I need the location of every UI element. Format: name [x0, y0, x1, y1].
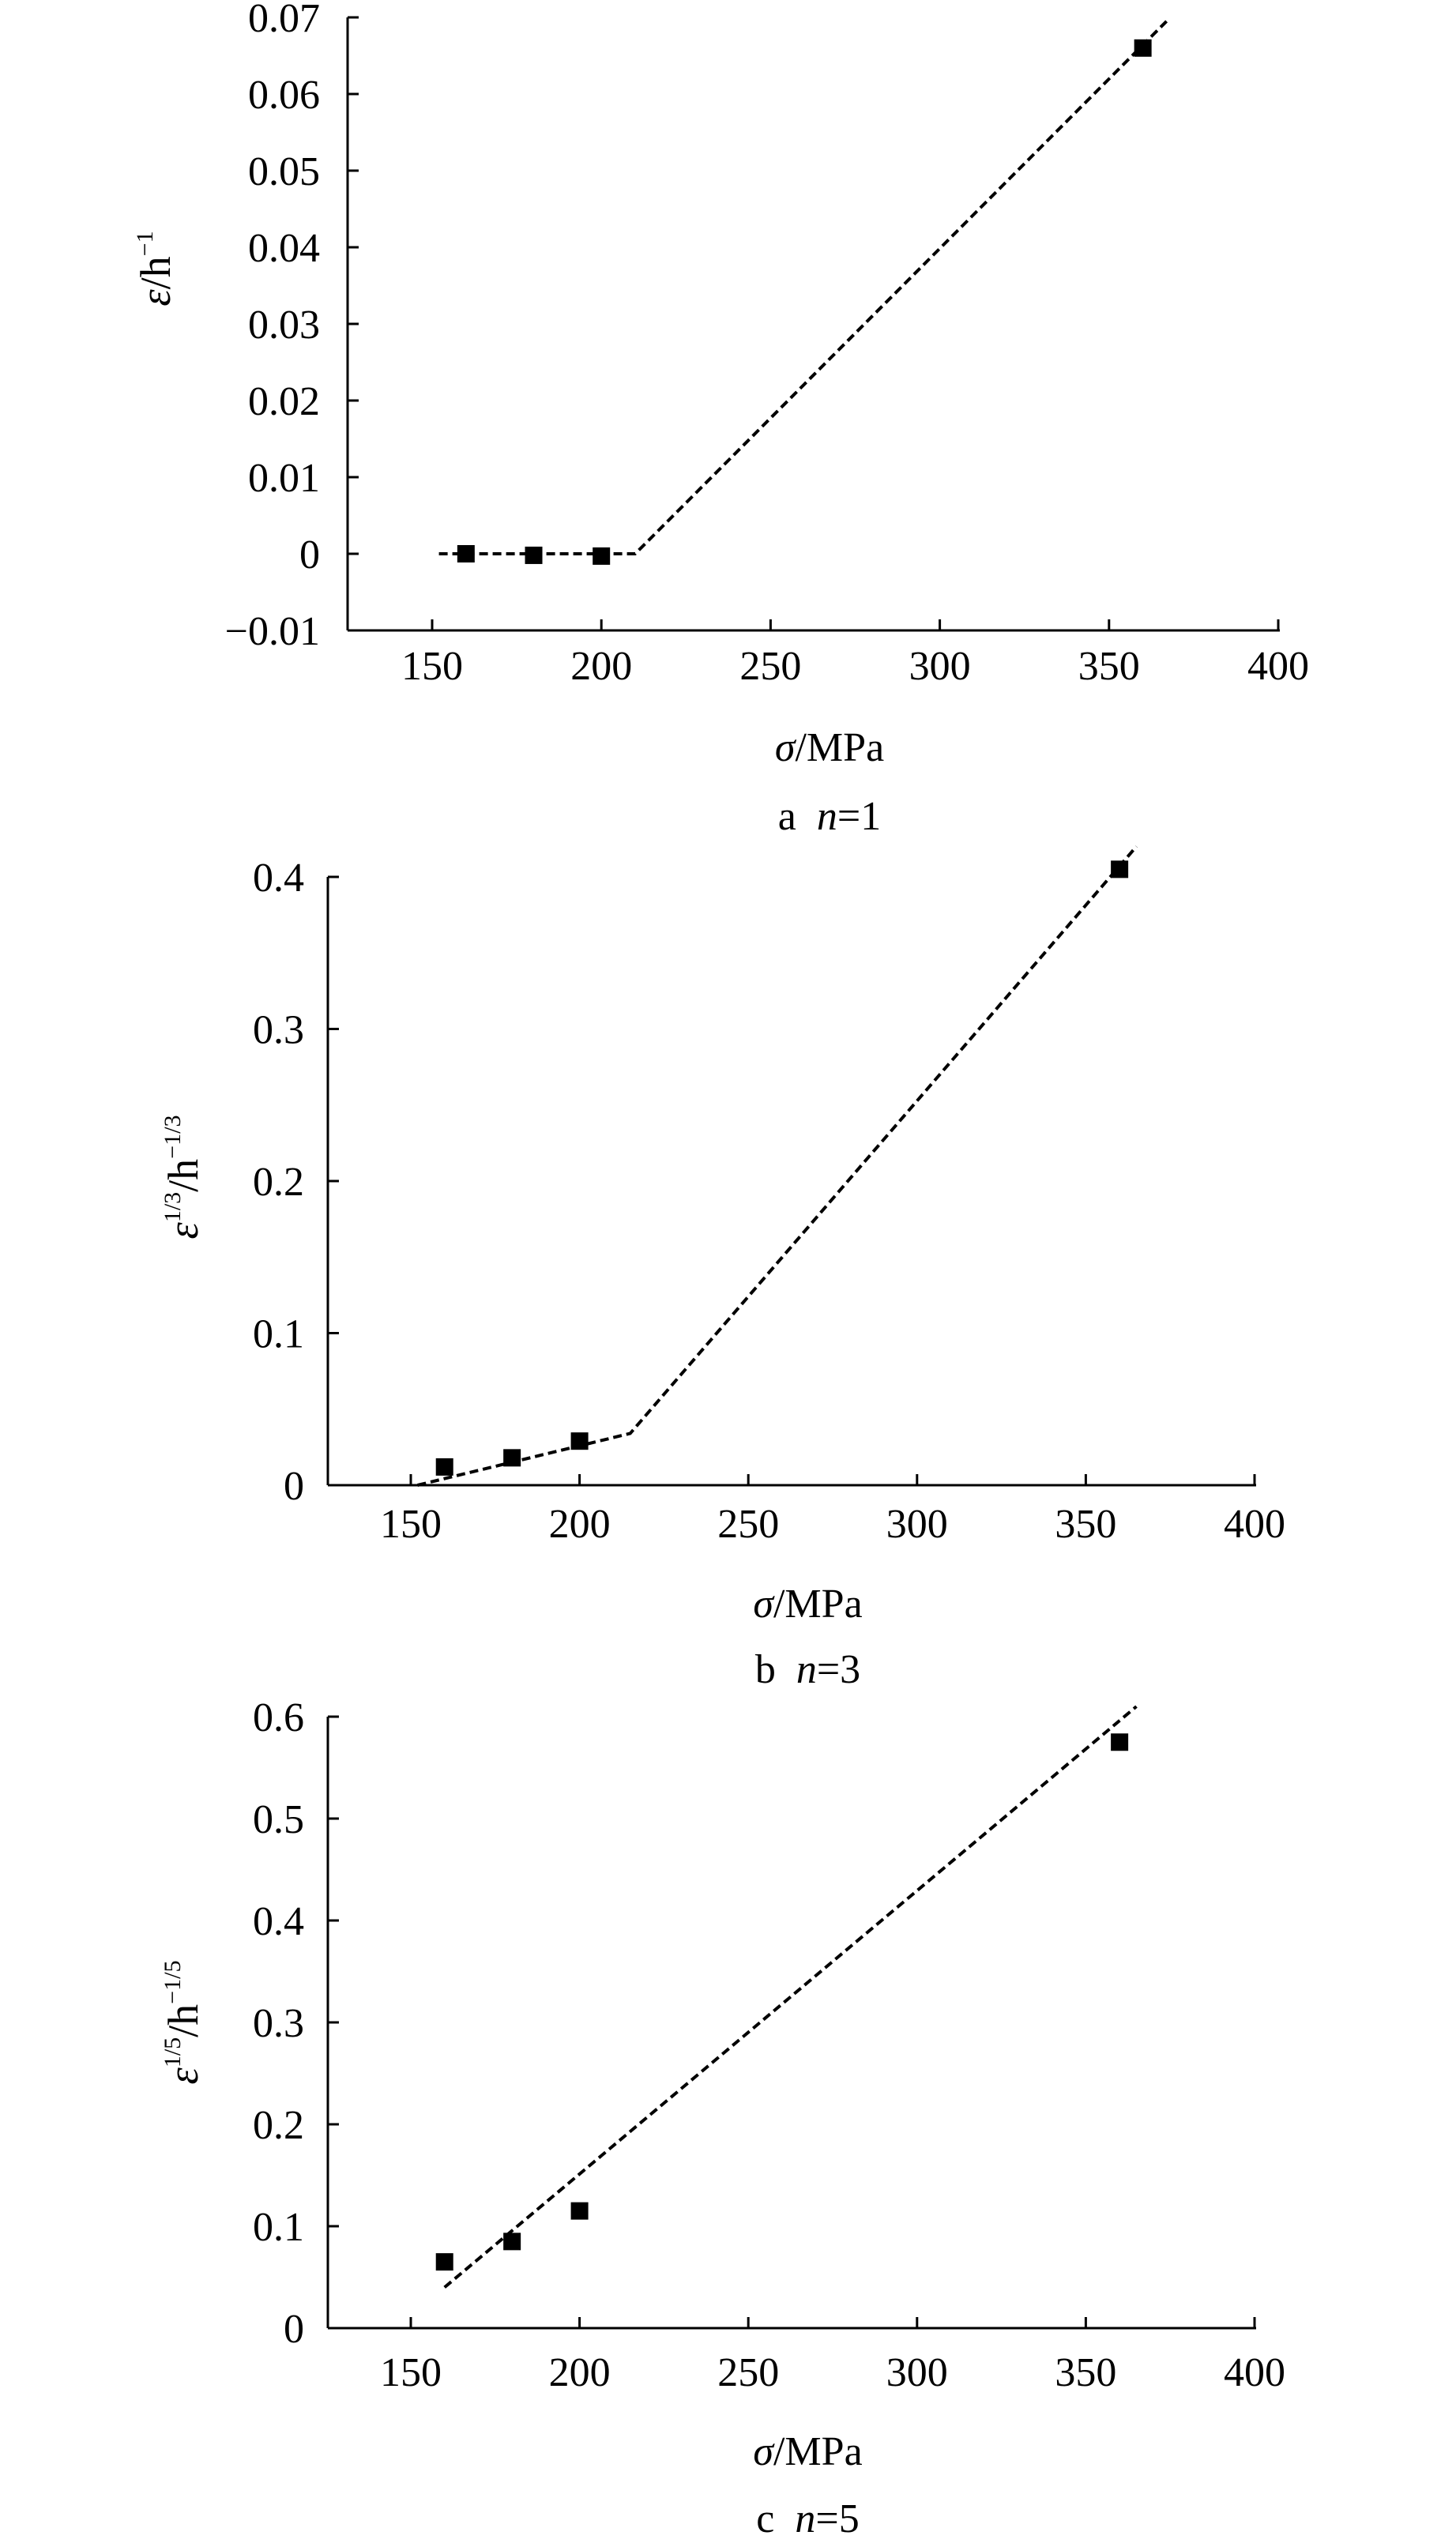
x-tick-label: 350 — [1055, 2350, 1116, 2395]
y-tick-label: 0.2 — [253, 2103, 304, 2148]
x-tick-label: 200 — [549, 2350, 611, 2395]
y-axis-exponent: −1/3 — [160, 1115, 186, 1159]
caption-letter: c — [756, 2496, 795, 2541]
y-axis-unit: /h — [132, 256, 179, 289]
x-tick-label: 200 — [549, 1502, 611, 1547]
caption-n-symbol: n — [817, 794, 837, 839]
data-point-marker — [570, 2202, 589, 2220]
x-axis-title: σ/MPa — [753, 1582, 862, 1627]
panel-caption: a n=1 — [778, 794, 881, 839]
y-tick-label: 0 — [299, 532, 320, 577]
x-axis-title: σ/MPa — [753, 2429, 862, 2474]
y-tick-label: 0.4 — [253, 1899, 304, 1944]
chart-panel-a: −0.01 0 0.01 0.02 0.03 0.04 0.05 0.06 0.07 150 200… — [132, 0, 1309, 839]
chart-panel-c: 0 0.1 0.2 0.3 0.4 0.5 0.6 150 200 250 300 350 400 σ/M… — [160, 1695, 1285, 2541]
x-tick-label: 400 — [1224, 2350, 1285, 2395]
y-axis-symbol: ε — [160, 1221, 207, 1239]
x-tick-label: 400 — [1224, 1502, 1285, 1547]
y-tick-label: 0.07 — [248, 0, 320, 41]
y-tick-label: 0 — [284, 1464, 304, 1509]
x-axis-symbol: σ — [753, 1582, 775, 1627]
x-axis-symbol: σ — [775, 725, 797, 770]
x-tick-label: 350 — [1055, 1502, 1116, 1547]
y-tick-label: 0.1 — [253, 2205, 304, 2250]
x-tick-label: 150 — [401, 644, 463, 689]
fit-line — [417, 845, 1138, 1487]
x-axis-symbol: σ — [753, 2429, 775, 2474]
data-point-marker — [435, 1458, 453, 1476]
y-axis-unit: /h — [160, 1159, 207, 1192]
data-point-marker — [1111, 1733, 1129, 1751]
data-point-marker — [1111, 860, 1129, 878]
x-tick-label: 250 — [717, 1502, 779, 1547]
fit-line — [443, 1705, 1138, 2289]
x-axis-unit: /MPa — [773, 2429, 863, 2474]
y-axis-exponent-base: 1/3 — [160, 1192, 186, 1222]
y-tick-label: 0.03 — [248, 303, 320, 348]
caption-n-value: =3 — [817, 1647, 860, 1692]
y-tick-label: 0.02 — [248, 379, 320, 424]
data-point-marker — [593, 547, 611, 565]
x-tick-label: 300 — [909, 644, 971, 689]
x-tick-label: 400 — [1247, 644, 1309, 689]
y-tick-label: 0.05 — [248, 149, 320, 194]
x-tick-label: 350 — [1078, 644, 1140, 689]
y-axis-exponent-base: 1/5 — [160, 2037, 186, 2067]
data-point-marker — [503, 1449, 521, 1467]
fit-line — [438, 20, 1168, 555]
x-tick-label: 300 — [886, 1502, 948, 1547]
x-axis-unit: /MPa — [773, 1582, 863, 1627]
data-point-marker — [435, 2253, 453, 2271]
x-axis-title: σ/MPa — [775, 725, 884, 770]
y-axis-symbol: ε — [132, 289, 179, 307]
caption-n-symbol: n — [795, 2496, 815, 2541]
data-point-marker — [1134, 39, 1152, 57]
y-axis-unit: /h — [160, 2004, 207, 2037]
y-axis-exponent: −1 — [132, 231, 158, 256]
y-axis-title: ε/h−1 — [132, 231, 179, 306]
y-tick-label: 0.1 — [253, 1312, 304, 1357]
y-tick-label: 0.6 — [253, 1695, 304, 1740]
y-tick-label: 0.2 — [253, 1160, 304, 1205]
y-tick-label: 0.5 — [253, 1797, 304, 1842]
data-point-marker — [457, 545, 475, 562]
x-tick-label: 250 — [717, 2350, 779, 2395]
y-axis-title: ε1/3/h−1/3 — [160, 1115, 207, 1240]
y-axis-title: ε1/5/h−1/5 — [160, 1961, 207, 2085]
x-tick-label: 300 — [886, 2350, 948, 2395]
panel-caption: c n=5 — [756, 2496, 859, 2541]
caption-letter: b — [755, 1647, 796, 1692]
y-tick-label: 0.3 — [253, 1008, 304, 1053]
x-tick-label: 200 — [570, 644, 632, 689]
chart-panel-b: 0 0.1 0.2 0.3 0.4 150 200 250 300 350 400 σ/MPa b n=… — [160, 845, 1285, 1692]
y-tick-label: 0.4 — [253, 856, 304, 901]
y-axis-symbol: ε — [160, 2067, 207, 2084]
y-axis-exponent: −1/5 — [160, 1961, 186, 2004]
data-point-marker — [525, 546, 543, 564]
data-point-marker — [503, 2233, 521, 2251]
y-tick-label: −0.01 — [225, 609, 320, 654]
caption-n-symbol: n — [796, 1647, 817, 1692]
y-tick-label: 0 — [284, 2307, 304, 2352]
y-tick-label: 0.04 — [248, 226, 320, 271]
panel-caption: b n=3 — [755, 1647, 860, 1692]
x-tick-label: 250 — [739, 644, 801, 689]
caption-letter: a — [778, 794, 817, 839]
y-tick-label: 0.06 — [248, 73, 320, 118]
y-tick-label: 0.01 — [248, 456, 320, 501]
data-point-marker — [570, 1432, 589, 1450]
caption-n-value: =5 — [815, 2496, 859, 2541]
x-tick-label: 150 — [380, 2350, 442, 2395]
x-tick-label: 150 — [380, 1502, 442, 1547]
x-axis-unit: /MPa — [795, 725, 884, 770]
caption-n-value: =1 — [837, 794, 881, 839]
y-tick-label: 0.3 — [253, 2001, 304, 2046]
